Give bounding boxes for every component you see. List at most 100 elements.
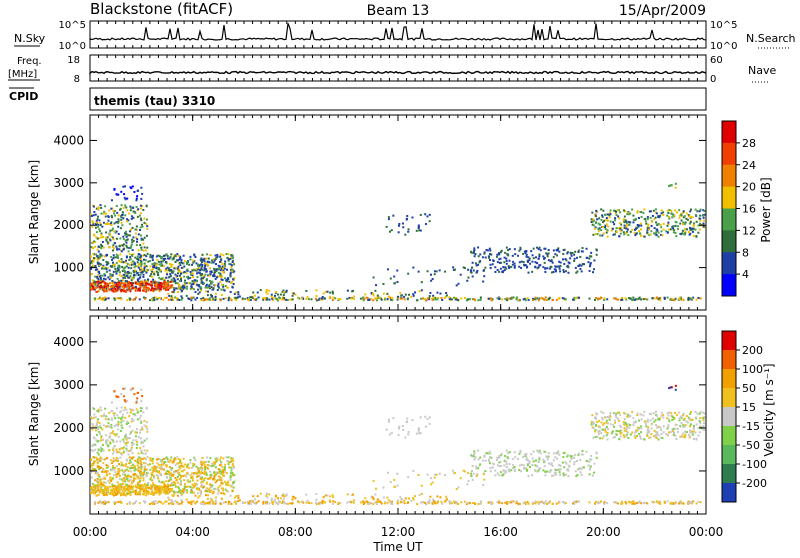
power-cell [474, 253, 476, 255]
velocity-cell [104, 492, 106, 494]
y-tick-label: 4000 [53, 133, 84, 147]
velocity-cell [500, 461, 502, 463]
power-cell [139, 298, 141, 300]
velocity-cell [700, 501, 702, 503]
velocity-cell [129, 501, 131, 503]
power-cell [429, 292, 431, 294]
velocity-cell [153, 503, 155, 505]
velocity-cell [407, 476, 409, 478]
velocity-cell [405, 497, 407, 499]
power-cell [489, 250, 491, 252]
power-cell [183, 263, 185, 265]
power-cell [629, 221, 631, 223]
velocity-cell [152, 482, 154, 484]
power-cell [574, 258, 576, 260]
power-cell [387, 268, 389, 270]
power-cell [645, 223, 647, 225]
power-cell [99, 276, 101, 278]
power-cell [251, 296, 253, 298]
power-cell [352, 290, 354, 292]
power-cell [140, 226, 142, 228]
power-cell [635, 218, 637, 220]
power-cell [124, 214, 126, 216]
velocity-cell [204, 477, 206, 479]
velocity-cell [540, 501, 542, 503]
velocity-cell [237, 495, 239, 497]
velocity-cell [138, 457, 140, 459]
velocity-cell [211, 463, 213, 465]
power-cell [492, 263, 494, 265]
power-cell [231, 299, 233, 301]
velocity-cell [142, 479, 144, 481]
power-cell [181, 267, 183, 269]
power-cell [222, 254, 224, 256]
power-cell [97, 286, 99, 288]
velocity-cell [403, 500, 405, 502]
velocity-cell [595, 452, 597, 454]
power-cell [186, 269, 188, 271]
velocity-cell [138, 477, 140, 479]
power-cell [134, 288, 136, 290]
power-cell [97, 208, 99, 210]
power-cell [126, 220, 128, 222]
power-cell [703, 220, 705, 222]
velocity-cell [124, 417, 126, 419]
power-cell [505, 258, 507, 260]
power-cell [686, 213, 688, 215]
velocity-cell [117, 460, 119, 462]
power-cell [232, 261, 234, 263]
velocity-cell [485, 460, 487, 462]
velocity-cell [113, 433, 115, 435]
velocity-cell [266, 493, 268, 495]
power-cell [95, 214, 97, 216]
velocity-cell [533, 451, 535, 453]
velocity-cell [91, 417, 93, 419]
power-cell [644, 298, 646, 300]
power-cell [587, 261, 589, 263]
velocity-cell [507, 456, 509, 458]
power-cell [418, 226, 420, 228]
velocity-cell [498, 474, 500, 476]
power-cell [466, 280, 468, 282]
velocity-cell [656, 500, 658, 502]
power-cell [93, 257, 95, 259]
power-cell [389, 231, 391, 233]
power-cell [156, 282, 158, 284]
power-cell [213, 268, 215, 270]
velocity-cell [544, 465, 546, 467]
velocity-cell [120, 393, 122, 395]
velocity-cell [213, 475, 215, 477]
velocity-cell [151, 488, 153, 490]
power-cell [239, 296, 241, 298]
power-cell [535, 299, 537, 301]
velocity-cell [416, 503, 418, 505]
velocity-cell [184, 474, 186, 476]
velocity-cell [177, 482, 179, 484]
power-cell [153, 288, 155, 290]
power-cell [91, 226, 93, 228]
power-cell [260, 289, 262, 291]
power-cell [384, 299, 386, 301]
power-cell [472, 275, 474, 277]
power-cell [212, 298, 214, 300]
velocity-cell [152, 493, 154, 495]
power-cell [544, 262, 546, 264]
power-cell [517, 255, 519, 257]
power-cell [150, 273, 152, 275]
velocity-cell [553, 459, 555, 461]
power-cell [268, 290, 270, 292]
velocity-cell [123, 471, 125, 473]
velocity-cell [163, 469, 165, 471]
power-cell [491, 299, 493, 301]
power-cell [542, 266, 544, 268]
velocity-cell [191, 467, 193, 469]
velocity-cell [676, 414, 678, 416]
power-cell [274, 295, 276, 297]
velocity-cell [573, 457, 575, 459]
velocity-cell [491, 503, 493, 505]
power-cell [107, 283, 109, 285]
velocity-cell [184, 464, 186, 466]
power-cell [119, 254, 121, 256]
power-cell [393, 282, 395, 284]
